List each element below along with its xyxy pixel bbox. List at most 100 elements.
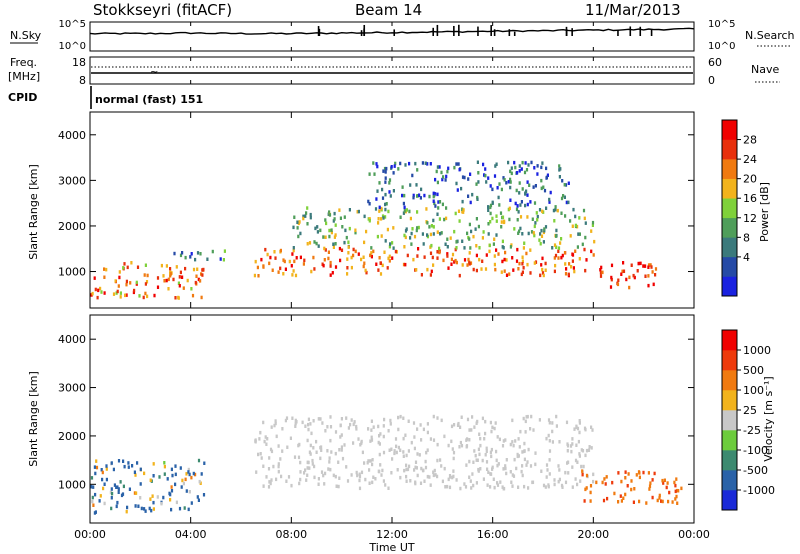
range-gate-cell [114,279,117,283]
range-gate-cell [513,227,516,231]
range-gate-cell [307,427,310,432]
range-gate-cell [676,501,679,505]
range-gate-cell [567,460,570,464]
range-gate-cell [451,252,455,257]
range-gate-cell [536,214,539,219]
range-gate-cell [306,242,309,246]
range-gate-cell [518,181,521,185]
range-gate-cell [279,457,282,461]
range-gate-cell [290,264,293,268]
range-gate-cell [292,248,295,253]
range-gate-cell [468,459,471,464]
range-gate-cell [432,191,435,196]
range-gate-cell [167,277,170,282]
range-gate-cell [545,436,548,441]
range-gate-cell [275,477,278,482]
range-gate-cell [222,258,225,262]
range-gate-cell [316,225,319,229]
range-gate-cell [575,443,578,447]
range-gate-cell [447,166,450,171]
range-gate-cell [299,255,302,260]
range-gate-cell [546,173,549,177]
range-gate-cell [337,460,340,464]
range-gate-cell [484,431,487,436]
range-gate-cell [409,236,412,240]
colorbar-tick-label: 4 [743,251,750,264]
range-gate-cell [338,208,341,212]
range-gate-cell [358,478,361,483]
range-gate-cell [534,462,537,467]
range-gate-cell [406,467,410,472]
range-gate-cell [489,220,492,224]
noise-right-tick-bottom: 10^0 [708,41,735,52]
cpid-program: normal (fast) 151 [95,93,203,106]
range-gate-cell [373,172,376,176]
y-tick-label: 1000 [58,478,86,491]
range-gate-cell [447,443,450,448]
range-gate-cell [509,180,512,184]
range-gate-cell [392,246,395,250]
range-gate-cell [438,217,441,221]
range-gate-cell [527,447,530,452]
colorbar-tick-label: -500 [743,464,768,477]
range-gate-cell [458,219,461,223]
range-gate-cell [386,266,389,270]
range-gate-cell [384,176,387,180]
range-gate-cell [518,169,521,173]
range-gate-cell [469,200,472,205]
range-gate-cell [575,425,578,430]
range-gate-cell [590,229,593,233]
range-gate-cell [381,214,385,218]
range-gate-cell [462,208,465,212]
range-gate-cell [378,452,381,457]
power-colorbar-label: Power [dB] [758,182,771,242]
range-gate-cell [102,486,105,491]
range-gate-cell [309,452,312,456]
range-gate-cell [580,464,583,469]
range-gate-cell [121,492,125,496]
range-gate-cell [116,485,119,489]
range-gate-cell [548,449,552,453]
range-gate-cell [389,422,392,426]
range-gate-cell [399,475,402,480]
range-gate-cell [567,272,570,277]
range-gate-cell [125,282,128,287]
range-gate-cell [306,466,309,470]
range-gate-cell [511,484,514,488]
range-gate-cell [647,265,650,269]
range-gate-cell [156,495,159,499]
range-gate-cell [485,446,488,451]
range-gate-cell [514,439,517,443]
range-gate-cell [475,244,478,248]
range-gate-cell [405,453,408,458]
range-gate-cell [519,226,522,231]
range-gate-cell [396,468,399,472]
colorbar-segment [722,256,737,277]
range-gate-cell [453,423,456,427]
range-gate-cell [583,216,586,221]
range-gate-cell [571,465,574,469]
range-gate-cell [258,437,261,441]
range-gate-cell [133,288,136,293]
range-gate-cell [316,230,319,234]
range-gate-cell [496,186,499,190]
range-gate-cell [428,475,431,479]
range-gate-cell [145,280,149,284]
range-gate-cell [516,218,519,222]
range-gate-cell [382,424,385,428]
range-gate-cell [542,240,545,244]
range-gate-cell [262,484,265,488]
y-tick-label: 4000 [58,129,86,142]
range-gate-cell [314,226,317,231]
range-gate-cell [525,415,528,419]
range-gate-cell [474,227,477,231]
range-gate-cell [548,197,551,202]
range-gate-cell [478,452,481,457]
colorbar-segment [722,159,737,179]
range-gate-cell [511,418,514,423]
range-gate-cell [526,414,529,419]
range-gate-cell [329,264,332,268]
range-gate-cell [649,263,652,267]
range-gate-cell [426,430,429,435]
range-gate-cell [384,207,387,212]
